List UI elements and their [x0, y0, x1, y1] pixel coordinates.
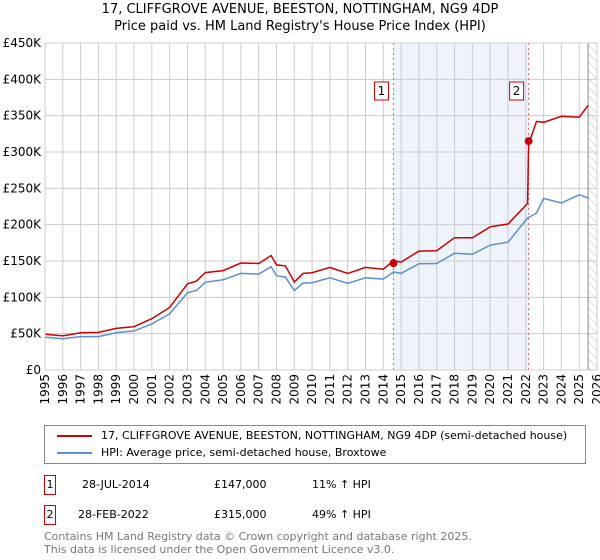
x-tick-label: 1995: [38, 374, 52, 405]
x-tick-label: 2009: [287, 374, 301, 405]
y-tick-label: £200K: [3, 218, 43, 232]
x-tick-label: 2004: [198, 374, 212, 405]
y-tick-label: £250K: [3, 181, 43, 195]
x-tick-label: 2019: [465, 374, 479, 405]
transaction-point: [389, 259, 398, 268]
footer: Contains HM Land Registry data © Crown c…: [44, 530, 472, 556]
legend-label-property: 17, CLIFFGROVE AVENUE, BEESTON, NOTTINGH…: [101, 429, 568, 442]
footer-line-2: This data is licensed under the Open Gov…: [44, 543, 395, 556]
future-hatch: [588, 43, 597, 370]
x-tick-label: 2003: [180, 374, 194, 405]
x-tick-label: 2014: [376, 374, 390, 405]
transaction-hpi: 11% ↑ HPI: [312, 478, 371, 491]
y-tick-label: £300K: [3, 145, 43, 159]
footer-line-1: Contains HM Land Registry data © Crown c…: [44, 530, 472, 543]
x-tick-label: 2016: [412, 374, 426, 405]
plot-border: [44, 42, 598, 371]
y-tick-label: £450K: [3, 36, 43, 50]
x-tick-label: 2007: [252, 374, 266, 405]
x-tick-label: 2017: [430, 374, 444, 405]
legend-label-hpi: HPI: Average price, semi-detached house,…: [101, 446, 387, 459]
x-tick-label: 2026: [590, 374, 600, 405]
transaction-price: £315,000: [214, 508, 267, 521]
x-tick-label: 2011: [323, 374, 337, 405]
chart-title: 17, CLIFFGROVE AVENUE, BEESTON, NOTTINGH…: [101, 2, 499, 17]
x-tick-label: 1996: [56, 374, 70, 405]
x-tick-label: 1997: [74, 374, 88, 405]
marker-label: 1: [378, 84, 386, 98]
x-tick-label: 2020: [483, 374, 497, 405]
x-tick-label: 2010: [305, 374, 319, 405]
x-tick-label: 1998: [91, 374, 105, 405]
x-tick-label: 2008: [269, 374, 283, 405]
x-tick-label: 2022: [519, 374, 533, 405]
marker-label-box: [373, 81, 389, 101]
marker-label: 2: [513, 84, 521, 98]
x-tick-label: 2021: [501, 374, 515, 405]
hpi-line: [44, 193, 589, 340]
y-tick-label: £0: [26, 363, 41, 377]
x-tick-label: 2024: [554, 374, 568, 405]
transaction-point: [524, 137, 533, 146]
y-tick-label: £150K: [3, 254, 43, 268]
x-tick-label: 2005: [216, 374, 230, 405]
x-tick-label: 1999: [109, 374, 123, 405]
x-tick-label: 2018: [448, 374, 462, 405]
transaction-hpi: 49% ↑ HPI: [312, 508, 371, 521]
marker-badge: 1: [44, 475, 56, 495]
transaction-date: 28-JUL-2014: [82, 478, 150, 491]
legend-swatch-red: [57, 435, 92, 437]
chart-plot: 1995 1996 1997 1998 1999 2000 2001 2002 2003 2004…: [3, 36, 600, 405]
x-tick-label: 2000: [127, 374, 141, 405]
legend: 17, CLIFFGROVE AVENUE, BEESTON, NOTTINGH…: [44, 425, 586, 464]
x-tick-label: 2012: [341, 374, 355, 405]
x-tick-label: 2013: [359, 374, 373, 405]
legend-swatch-blue: [57, 452, 92, 454]
y-tick-label: £100K: [3, 290, 43, 304]
marker-label-box: [509, 81, 525, 101]
y-tick-label: £350K: [3, 109, 43, 123]
y-tick-label: £50K: [10, 327, 42, 341]
property-price-line: [44, 104, 589, 337]
x-tick-label: 2023: [537, 374, 551, 405]
x-tick-label: 2006: [234, 374, 248, 405]
y-tick-label: £400K: [3, 72, 43, 86]
x-tick-label: 2025: [572, 374, 586, 405]
shaded-period: [393, 43, 529, 370]
transaction-date: 28-FEB-2022: [78, 508, 149, 521]
x-tick-label: 2015: [394, 374, 408, 405]
chart-subtitle: Price paid vs. HM Land Registry's House …: [114, 19, 486, 34]
transaction-price: £147,000: [214, 478, 267, 491]
x-tick-label: 2001: [145, 374, 159, 405]
marker-badge: 2: [44, 505, 56, 525]
x-tick-label: 2002: [163, 374, 177, 405]
